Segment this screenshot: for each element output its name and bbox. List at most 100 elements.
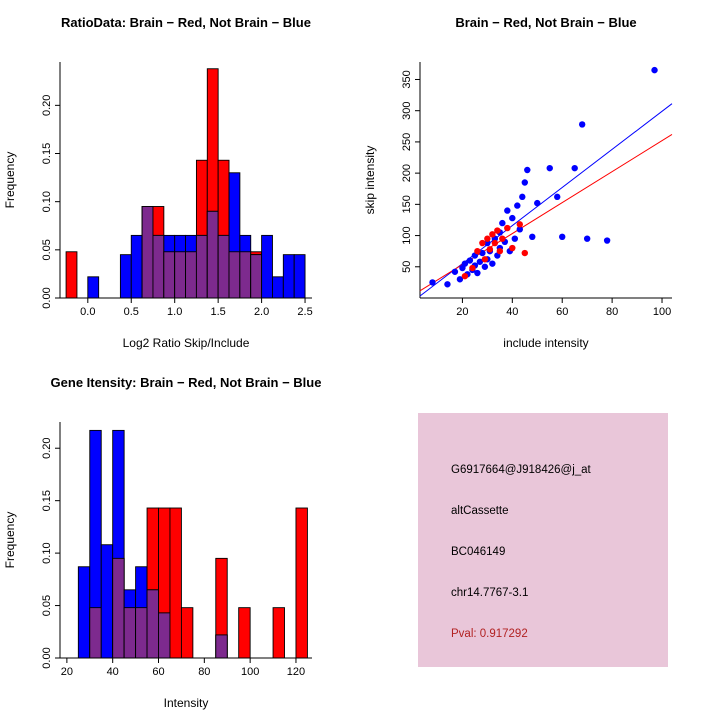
y-tick-label: 50 bbox=[401, 261, 413, 273]
hist-bar bbox=[293, 254, 306, 299]
scatter-point bbox=[489, 231, 496, 238]
x-tick-label: 60 bbox=[556, 306, 568, 318]
regression-line bbox=[419, 134, 673, 292]
y-tick-label: 0.15 bbox=[41, 143, 53, 164]
y-tick-label: 0.10 bbox=[41, 542, 53, 563]
hist-bar bbox=[141, 206, 154, 299]
locus-text: chr14.7767-3.1 bbox=[451, 587, 529, 599]
y-tick-label: 0.15 bbox=[41, 490, 53, 511]
scatter-point bbox=[521, 179, 528, 186]
scatter-point bbox=[466, 257, 474, 264]
scatter-point bbox=[476, 258, 484, 265]
hist-bar bbox=[152, 234, 165, 299]
scatter-point bbox=[583, 235, 591, 242]
y-tick-label: 0.00 bbox=[41, 287, 53, 308]
x-tick-label: 20 bbox=[456, 306, 468, 318]
gene-histogram-ylabel: Frequency bbox=[3, 512, 17, 569]
y-tick-label: 0.00 bbox=[41, 647, 53, 668]
hist-bar bbox=[65, 251, 78, 299]
accession-text: BC046149 bbox=[451, 546, 506, 558]
y-tick-label: 0.05 bbox=[41, 595, 53, 616]
scatter-ylabel: skip intensity bbox=[363, 146, 377, 215]
scatter-point bbox=[514, 202, 521, 209]
y-tick-label: 350 bbox=[401, 70, 413, 88]
hist-bar bbox=[238, 607, 251, 659]
hist-bar bbox=[206, 210, 219, 299]
scatter-point bbox=[554, 193, 561, 201]
y-tick-label: 0.05 bbox=[41, 239, 53, 260]
scatter-point bbox=[479, 249, 486, 257]
hist-bar bbox=[174, 251, 187, 299]
x-tick-label: 40 bbox=[506, 306, 518, 318]
scatter-point bbox=[529, 233, 536, 241]
scatter-point bbox=[444, 281, 451, 288]
scatter-point bbox=[474, 269, 481, 277]
gene-histogram-xlabel: Intensity bbox=[164, 696, 209, 710]
ratio-histogram-plot: 0.0 0.5 1.0 1.5 2.0 2.5 0.00 0.05 0.10 0.15 0.20 bbox=[41, 62, 313, 318]
scatter-chart: Brain − Red, Not Brain − Blue include in… bbox=[363, 15, 673, 350]
hist-bar bbox=[100, 544, 114, 659]
panel-gene-histogram: Gene Itensity: Brain − Red, Not Brain − … bbox=[0, 360, 360, 720]
scatter-point bbox=[524, 166, 531, 174]
scatter-point bbox=[429, 279, 436, 286]
scatter-point bbox=[519, 193, 526, 201]
gene-histogram-chart: Gene Itensity: Brain − Red, Not Brain − … bbox=[3, 375, 322, 710]
scatter-point bbox=[651, 66, 658, 74]
hist-bar bbox=[261, 234, 273, 299]
y-tick-label: 0.20 bbox=[41, 438, 53, 459]
x-tick-label: 2.0 bbox=[254, 306, 269, 318]
ratio-histogram-title: RatioData: Brain − Red, Not Brain − Blue bbox=[61, 15, 311, 30]
scatter-point bbox=[504, 224, 511, 232]
scatter-point bbox=[559, 233, 566, 241]
x-tick-label: 100 bbox=[241, 666, 259, 678]
hist-bar bbox=[169, 507, 182, 659]
hist-bar bbox=[89, 607, 102, 659]
gene-histogram-title: Gene Itensity: Brain − Red, Not Brain − … bbox=[51, 375, 322, 390]
info-box: G6917664@J918426@j_at altCassette BC0461… bbox=[418, 413, 668, 667]
scatter-point bbox=[509, 244, 516, 252]
hist-bar bbox=[228, 251, 241, 299]
scatter-point bbox=[578, 121, 586, 128]
x-tick-label: 1.5 bbox=[211, 306, 226, 318]
hist-bar bbox=[272, 276, 284, 299]
hist-bar bbox=[239, 251, 252, 299]
scatter-point bbox=[469, 264, 476, 272]
points-layer bbox=[461, 221, 528, 280]
y-tick-label: 100 bbox=[401, 226, 413, 244]
panel-scatter: Brain − Red, Not Brain − Blue include in… bbox=[360, 0, 720, 360]
x-tick-label: 40 bbox=[107, 666, 119, 678]
hist-bar bbox=[112, 557, 125, 659]
x-tick-label: 80 bbox=[606, 306, 618, 318]
panel-info: G6917664@J918426@j_at altCassette BC0461… bbox=[360, 360, 720, 720]
hist-bar bbox=[250, 254, 263, 299]
hist-bar bbox=[195, 234, 208, 299]
y-tick-label: 200 bbox=[401, 164, 413, 182]
axes: 20 40 60 80 100 50 100 150 200 250 300 350 bbox=[401, 62, 672, 318]
hist-bar bbox=[215, 634, 228, 659]
hist-bar bbox=[77, 566, 91, 659]
scatter-point bbox=[534, 199, 541, 207]
scatter-point bbox=[461, 272, 469, 280]
hist-bar bbox=[87, 276, 100, 299]
panel-ratio-histogram: RatioData: Brain − Red, Not Brain − Blue… bbox=[0, 0, 360, 360]
scatter-point bbox=[499, 235, 506, 242]
scatter-point bbox=[516, 226, 524, 233]
scatter-point bbox=[511, 235, 519, 242]
x-tick-label: 120 bbox=[287, 666, 305, 678]
scatter-point bbox=[486, 246, 494, 253]
axes: 20 40 60 80 100 120 0.00 0.05 0.10 0.15 0.20 bbox=[41, 422, 312, 678]
x-tick-label: 100 bbox=[653, 306, 671, 318]
scatter-point bbox=[603, 237, 611, 244]
scatter-point bbox=[456, 276, 464, 283]
y-tick-label: 0.10 bbox=[41, 191, 53, 212]
scatter-point bbox=[496, 247, 504, 255]
scatter-point bbox=[491, 239, 499, 247]
scatter-point bbox=[494, 227, 501, 234]
scatter-point bbox=[516, 221, 524, 228]
scatter-point bbox=[499, 219, 506, 227]
hist-bar bbox=[119, 254, 132, 299]
scatter-title: Brain − Red, Not Brain − Blue bbox=[455, 15, 636, 30]
hist-bar bbox=[282, 254, 295, 299]
x-tick-label: 20 bbox=[61, 666, 73, 678]
